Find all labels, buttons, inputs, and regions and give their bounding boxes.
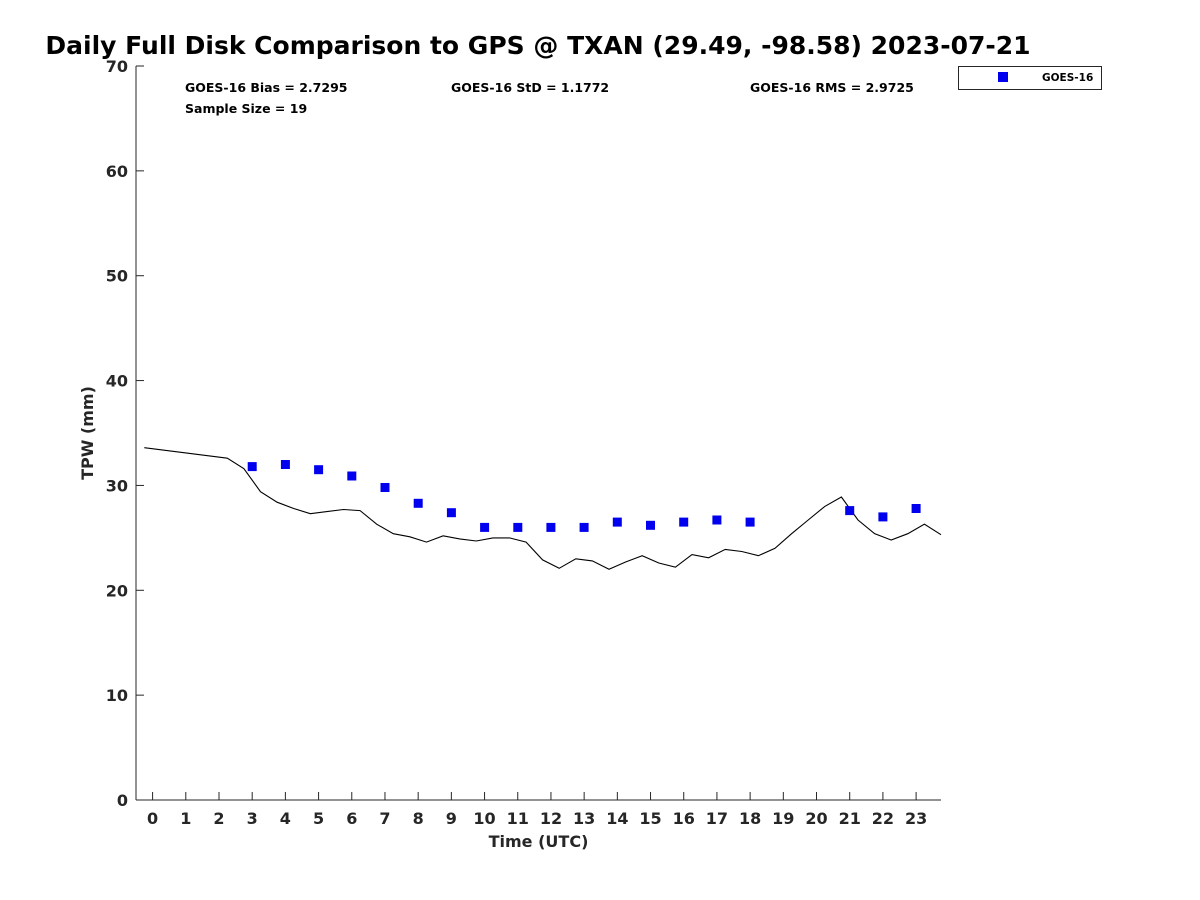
x-tick-label: 5: [313, 809, 324, 828]
stat-rms: GOES-16 RMS = 2.9725: [750, 80, 914, 95]
goes16-point: [579, 522, 589, 532]
x-tick-label: 23: [905, 809, 927, 828]
stat-sample-size: Sample Size = 19: [185, 101, 307, 116]
goes16-point: [612, 517, 622, 527]
x-tick-label: 10: [473, 809, 495, 828]
x-tick-label: 21: [839, 809, 861, 828]
y-tick-label: 70: [106, 57, 128, 76]
legend-marker: [998, 72, 1008, 82]
goes16-point: [247, 462, 257, 472]
x-tick-label: 2: [213, 809, 224, 828]
stat-std: GOES-16 StD = 1.1772: [451, 80, 609, 95]
y-tick-label: 20: [106, 581, 128, 600]
goes16-point: [745, 517, 755, 527]
goes16-point: [646, 520, 655, 530]
y-tick-label: 0: [117, 791, 128, 810]
goes16-point: [712, 515, 722, 525]
goes16-point: [878, 512, 888, 522]
x-tick-label: 15: [639, 809, 661, 828]
x-tick-label: 20: [805, 809, 827, 828]
x-tick-label: 22: [872, 809, 894, 828]
stat-bias: GOES-16 Bias = 2.7295: [185, 80, 347, 95]
y-ticks: 0 10 20 30 40 50 60 70: [106, 57, 144, 810]
x-tick-label: 18: [739, 809, 761, 828]
goes16-point: [347, 471, 357, 481]
x-tick-label: 1: [180, 809, 191, 828]
stats-annotations: GOES-16 Bias = 2.7295 GOES-16 StD = 1.17…: [185, 80, 914, 116]
x-tick-label: 11: [507, 809, 529, 828]
x-tick-label: 9: [446, 809, 457, 828]
goes16-point: [911, 504, 921, 513]
x-tick-label: 17: [706, 809, 728, 828]
x-tick-label: 6: [346, 809, 357, 828]
legend: GOES-16: [958, 66, 1102, 90]
goes16-point: [845, 506, 855, 516]
goes16-point: [546, 522, 556, 532]
x-tick-label: 8: [413, 809, 424, 828]
goes16-point: [314, 465, 324, 475]
x-tick-label: 12: [540, 809, 562, 828]
y-tick-label: 10: [106, 686, 128, 705]
x-tick-label: 0: [147, 809, 158, 828]
x-tick-label: 7: [379, 809, 390, 828]
x-axis-label: Time (UTC): [489, 832, 589, 851]
x-ticks: 0 1 2 3 4 5 6 7 8 9 10 11 12 13 14 15 16 17 18 19 20 21 22 23: [147, 792, 927, 828]
x-tick-label: 19: [772, 809, 794, 828]
x-tick-label: 16: [673, 809, 695, 828]
plot-layer: [144, 447, 942, 570]
y-tick-label: 40: [106, 372, 128, 391]
goes16-point: [380, 483, 390, 492]
y-axis-label: TPW (mm): [78, 386, 97, 480]
goes16-point: [480, 522, 490, 532]
chart-title: Daily Full Disk Comparison to GPS @ TXAN…: [45, 31, 1030, 60]
goes16-point: [413, 498, 423, 508]
x-tick-label: 4: [280, 809, 291, 828]
y-tick-label: 50: [106, 267, 128, 286]
goes16-point: [513, 522, 523, 532]
y-tick-label: 30: [106, 476, 128, 495]
x-tick-label: 14: [606, 809, 628, 828]
goes16-point: [679, 517, 689, 527]
gps-line: [144, 447, 942, 570]
x-tick-label: 13: [573, 809, 595, 828]
goes16-point: [280, 460, 290, 469]
legend-label: GOES-16: [1042, 72, 1093, 84]
legend-box: [958, 66, 1102, 90]
x-tick-label: 3: [247, 809, 258, 828]
goes16-point: [446, 508, 456, 518]
y-tick-label: 60: [106, 162, 128, 181]
